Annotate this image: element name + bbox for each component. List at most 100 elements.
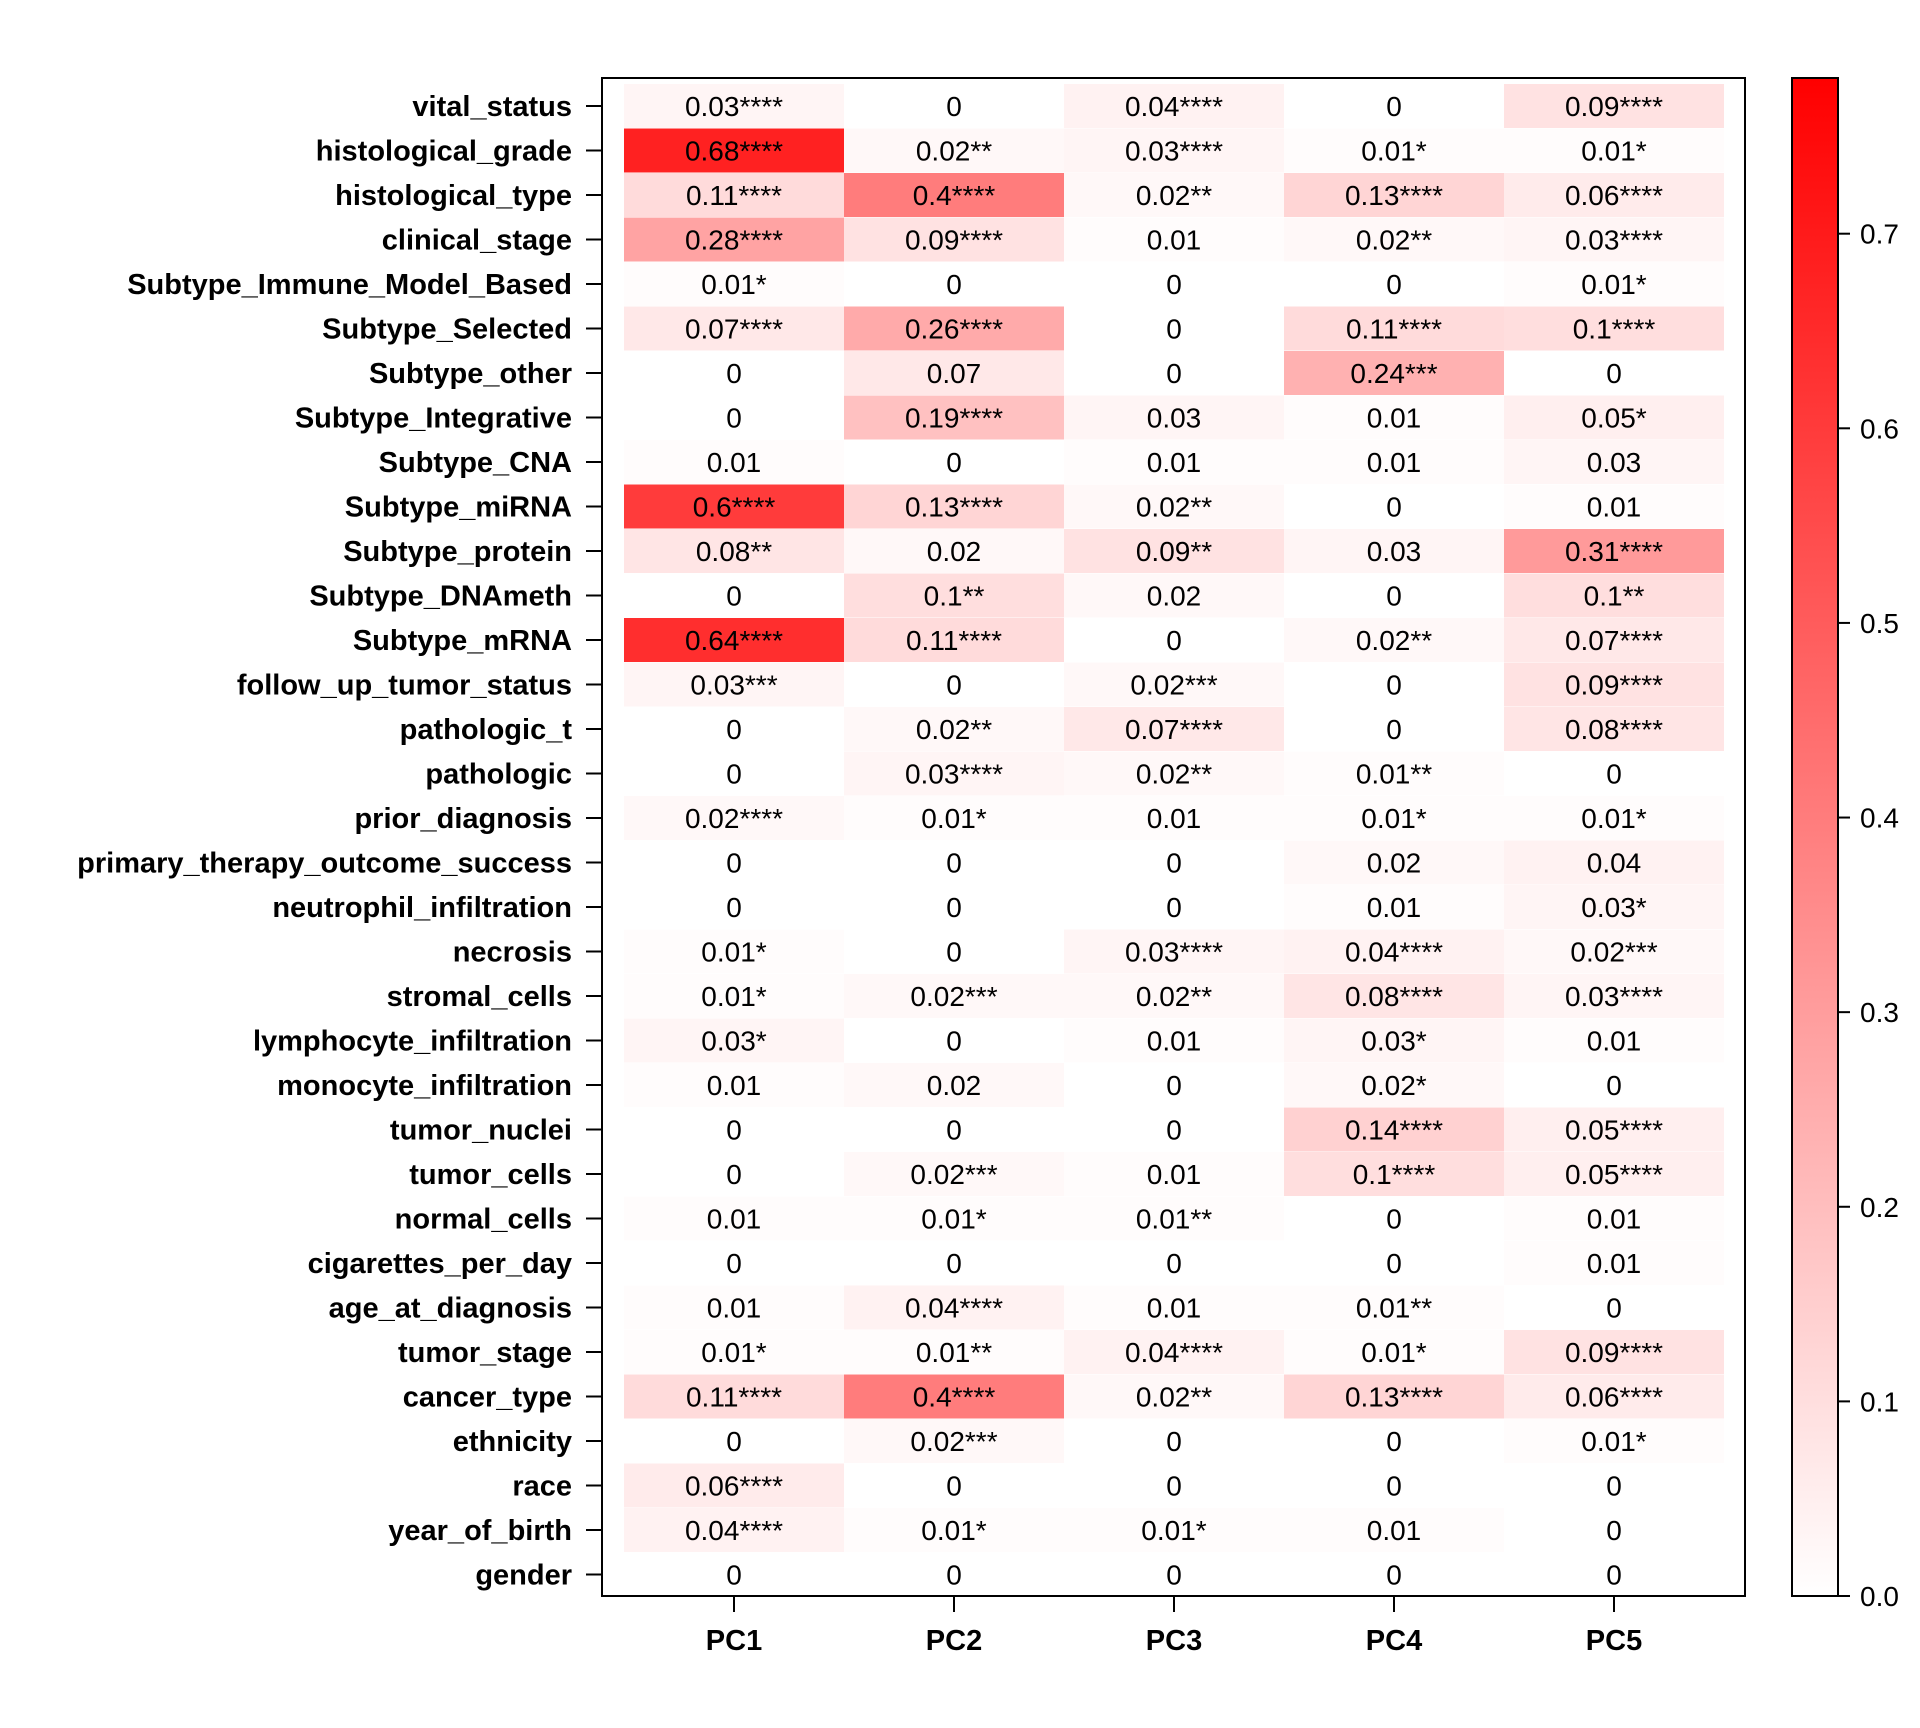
heatmap-cell [1284,484,1504,529]
row-label: age_at_diagnosis [329,1293,572,1325]
row-label: Subtype_Immune_Model_Based [127,269,572,301]
heatmap-cell [624,840,844,885]
heatmap-cell [1504,217,1724,262]
heatmap-cell [1284,262,1504,306]
heatmap-cell [844,662,1064,707]
heatmap-cell [1284,662,1504,707]
cell-value-label: 0.28**** [685,225,783,256]
heatmap-cell [624,885,844,929]
cell-value-label: 0.03 [1587,447,1642,478]
cell-value-label: 0.01 [707,1070,762,1101]
heatmap-cell [844,707,1064,751]
cell-value-label: 0.01 [1147,1159,1202,1190]
cell-value-label: 0.05* [1581,403,1646,434]
cell-value-label: 0.03**** [905,759,1003,790]
heatmap-cell [1504,929,1724,974]
row-label: cigarettes_per_day [308,1248,572,1280]
row-label: year_of_birth [388,1515,572,1547]
cell-value-label: 0.02** [1356,225,1432,256]
heatmap-cell [844,440,1064,484]
cell-value-label: 0.02*** [1130,670,1217,701]
row-label: necrosis [453,937,572,969]
cell-value-label: 0.07 [927,358,982,389]
cell-value-label: 0.03 [1367,536,1422,567]
cell-value-label: 0.04**** [1345,937,1443,968]
row-label: follow_up_tumor_status [237,670,572,702]
row-label: histological_grade [316,136,572,168]
cell-value-label: 0.02** [916,136,992,167]
row-label: prior_diagnosis [354,803,572,835]
heatmap-cell [624,1463,844,1508]
heatmap-cell [1284,217,1504,262]
row-label: Subtype_protein [343,536,572,568]
cell-value-label: 0.01* [701,1337,766,1368]
heatmap-cell [1284,440,1504,484]
cell-value-label: 0.03* [1361,1026,1426,1057]
heatmap-cell [1064,128,1284,173]
heatmap-cell [1064,1330,1284,1374]
cell-value-label: 0.01 [1587,492,1642,523]
heatmap-cell [1064,529,1284,573]
heatmap-cell [1504,440,1724,484]
cell-value-label: 0.02** [1136,759,1212,790]
cell-value-label: 0.09**** [1565,1337,1663,1368]
heatmap-cell [1064,707,1284,751]
cell-value-label: 0 [726,1426,742,1457]
cell-value-label: 0 [946,91,962,122]
cell-value-label: 0.04**** [905,1293,1003,1324]
cell-value-label: 0.01 [1587,1026,1642,1057]
heatmap-cell [1504,1330,1724,1374]
cell-value-label: 0.02** [1356,625,1432,656]
heatmap-cell [1064,84,1284,128]
cell-value-label: 0 [1166,358,1182,389]
cell-value-label: 0 [1386,1560,1402,1591]
heatmap-cell [1064,974,1284,1018]
cell-value-label: 0 [726,581,742,612]
heatmap-cell [1064,351,1284,395]
heatmap-cell [624,306,844,351]
cell-value-label: 0.03**** [1565,225,1663,256]
heatmap-cell [624,1330,844,1374]
cell-value-label: 0 [1606,1560,1622,1591]
cell-value-label: 0 [1166,892,1182,923]
colorbar-tick-label: 0.6 [1860,413,1899,444]
heatmap-cell [624,662,844,707]
cell-value-label: 0 [946,1560,962,1591]
cell-value-label: 0.02** [1136,981,1212,1012]
cell-value-label: 0.13**** [1345,1382,1443,1413]
heatmap-cell [1504,351,1724,395]
column-label: PC1 [706,1625,762,1657]
heatmap-cell [1504,1508,1724,1552]
row-label: gender [475,1560,572,1592]
cell-value-label: 0.64**** [685,625,783,656]
row-label: neutrophil_infiltration [272,892,572,924]
cell-value-label: 0.02** [1136,1382,1212,1413]
heatmap-cell [844,1330,1064,1374]
heatmap-cell [844,840,1064,885]
heatmap-cell [1284,929,1504,974]
row-label: cancer_type [403,1382,572,1414]
heatmap-cell [1284,1463,1504,1508]
heatmap-cell [844,1463,1064,1508]
heatmap-cell [624,173,844,217]
heatmap-cell [1284,573,1504,618]
heatmap-cell [1504,1063,1724,1107]
cell-value-label: 0.1** [924,581,985,612]
cell-value-label: 0.04**** [1125,1337,1223,1368]
heatmap-cell [1064,395,1284,440]
row-label: Subtype_miRNA [345,492,572,524]
cell-value-label: 0 [946,1471,962,1502]
cell-value-label: 0 [1606,1070,1622,1101]
cell-value-label: 0 [946,937,962,968]
heatmap-cell [1504,262,1724,306]
heatmap-cell [624,1241,844,1285]
heatmap-cell [1064,1508,1284,1552]
cell-value-label: 0.06**** [685,1471,783,1502]
cell-value-label: 0 [1166,314,1182,345]
heatmap-cell [1064,796,1284,840]
heatmap-cell [1504,1374,1724,1419]
cell-value-label: 0 [946,269,962,300]
cell-value-label: 0.08**** [1345,981,1443,1012]
cell-value-label: 0 [1386,269,1402,300]
